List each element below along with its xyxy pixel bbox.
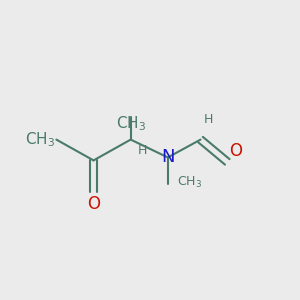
Text: CH$_3$: CH$_3$ [25,130,55,149]
Text: CH$_3$: CH$_3$ [116,114,146,133]
Text: CH$_3$: CH$_3$ [177,175,202,190]
Text: H: H [203,113,213,126]
Text: O: O [229,142,242,160]
Text: N: N [161,148,175,166]
Text: H: H [138,144,148,157]
Text: O: O [87,195,100,213]
